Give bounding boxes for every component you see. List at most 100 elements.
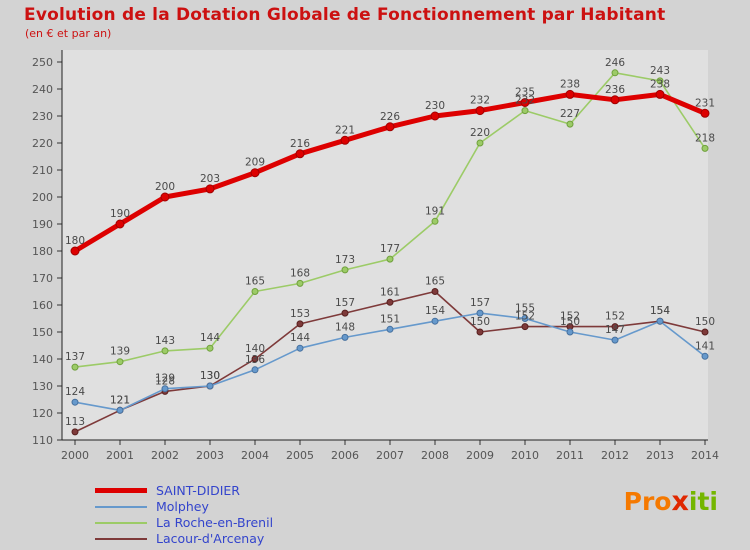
data-point-label: 238 (560, 78, 580, 90)
data-point-label: 152 (605, 311, 625, 323)
data-point-label: 165 (245, 276, 265, 288)
x-tick-label: 2000 (61, 449, 89, 462)
page-subtitle: (en € et par an) (25, 27, 112, 40)
data-point-label: 150 (470, 316, 490, 328)
data-point (296, 344, 304, 352)
data-point-label: 200 (155, 181, 175, 193)
data-point-label: 209 (245, 157, 265, 169)
data-point-label: 139 (110, 346, 130, 358)
data-point (71, 363, 79, 371)
data-point (611, 323, 619, 331)
data-point (250, 168, 260, 178)
dgf-line-chart: 110 120 130 140 150 160 170 180 190 200 210 220 230 2… (32, 50, 719, 462)
data-point-label: 235 (515, 87, 535, 99)
data-point-label: 143 (155, 335, 175, 347)
y-tick-label: 250 (32, 56, 53, 69)
proxiti-logo: Proxiti (624, 486, 718, 517)
data-point (161, 347, 169, 355)
legend-swatch-icon (95, 521, 147, 524)
data-point (116, 358, 124, 366)
y-tick-label: 240 (32, 83, 53, 96)
legend-swatch-icon (95, 537, 147, 540)
data-point (520, 98, 530, 107)
data-point (566, 120, 574, 128)
data-point-label: 147 (605, 324, 625, 336)
y-tick-label: 180 (32, 245, 53, 258)
legend-label: SAINT-DIDIER (156, 483, 240, 498)
data-point (251, 288, 259, 295)
data-point (251, 355, 259, 363)
data-point-label: 151 (380, 313, 400, 325)
data-point (701, 144, 709, 152)
data-point-label: 121 (110, 394, 130, 406)
data-point-label: 128 (155, 375, 175, 387)
data-point-label: 141 (695, 340, 715, 352)
x-tick-label: 2003 (196, 449, 224, 462)
data-point (655, 89, 665, 99)
x-tick-label: 2013 (646, 449, 674, 462)
data-point (565, 89, 575, 99)
data-point-label: 191 (425, 205, 445, 217)
data-point-label: 154 (425, 305, 445, 317)
data-point (476, 328, 484, 336)
data-point-label: 221 (335, 124, 355, 136)
x-tick-label: 2010 (511, 449, 539, 462)
data-point-label: 231 (695, 97, 715, 109)
y-tick-label: 130 (32, 380, 53, 393)
data-point-label: 157 (335, 297, 355, 309)
data-point (341, 333, 349, 341)
data-point (701, 352, 709, 360)
data-point-label: 218 (695, 132, 715, 144)
x-tick-label: 2002 (151, 449, 179, 462)
data-point (566, 328, 574, 336)
data-point-label: 238 (650, 78, 670, 90)
data-point-label: 227 (560, 108, 580, 120)
data-point (116, 406, 124, 414)
data-point (431, 317, 439, 325)
data-point (161, 385, 169, 393)
data-point (205, 184, 215, 194)
data-point-label: 129 (155, 373, 175, 385)
data-point-label: 226 (380, 111, 400, 123)
y-tick-label: 200 (32, 191, 53, 204)
data-point (160, 192, 170, 202)
data-point (430, 111, 440, 121)
legend-item-molphey: Molphey (95, 499, 273, 514)
data-point (521, 107, 529, 115)
data-point-label: 165 (425, 276, 445, 288)
data-point-label: 168 (290, 267, 310, 279)
data-point (385, 122, 395, 132)
data-point-label: 155 (515, 303, 535, 315)
legend-item-lacour-d-arcenay: Lacour-d'Arcenay (95, 531, 273, 546)
data-point-label: 246 (605, 57, 625, 69)
data-point-label: 243 (650, 65, 670, 77)
x-tick-label: 2004 (241, 449, 269, 462)
x-tick-label: 2008 (421, 449, 449, 462)
data-point-label: 216 (290, 138, 310, 150)
plot-area (62, 50, 708, 440)
data-point (701, 328, 709, 336)
data-point-label: 232 (470, 95, 490, 107)
data-point (206, 344, 214, 352)
data-point-label: 153 (290, 308, 310, 320)
data-point-label: 232 (515, 95, 535, 107)
data-point (476, 139, 484, 147)
data-point-label: 152 (515, 311, 535, 323)
data-point (521, 315, 529, 322)
data-point-label: 113 (65, 416, 85, 428)
data-point-label: 140 (245, 343, 265, 355)
chart-legend: SAINT-DIDIER Molphey La Roche-en-Brenil … (95, 483, 273, 546)
data-point-label: 124 (65, 386, 85, 398)
data-point-label: 137 (65, 351, 85, 363)
data-point (431, 217, 439, 225)
y-tick-label: 150 (32, 326, 53, 339)
data-point (71, 398, 79, 406)
data-point-label: 136 (245, 354, 265, 366)
data-point (251, 366, 259, 374)
data-point (386, 298, 394, 306)
data-point (475, 106, 485, 116)
y-tick-label: 120 (32, 407, 53, 420)
y-tick-label: 170 (32, 272, 53, 285)
data-point (610, 95, 620, 105)
